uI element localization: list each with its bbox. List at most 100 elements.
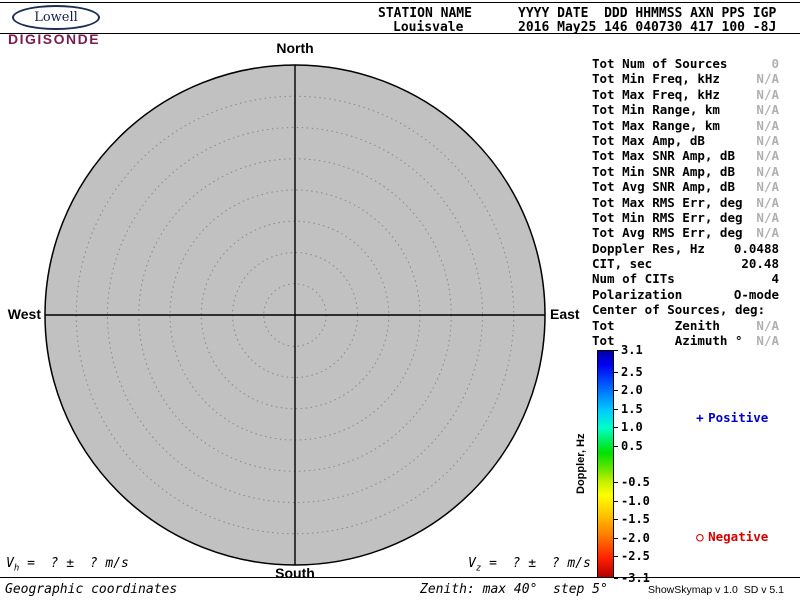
colorbar-tick: 2.5 [614,364,643,380]
colorbar-tick: 1.5 [614,401,643,417]
stat-label: Tot Zenith [592,317,720,333]
colorbar-tick: 0.5 [614,438,643,454]
north-label: North [276,40,313,56]
stat-label: Tot Avg RMS Err, deg [592,225,743,241]
colorbar-axis-title: Doppler, Hz [575,433,587,495]
lowell-logo-text: Lowell [34,10,78,25]
colorbar-tick-label: -1.5 [621,512,650,526]
stat-row: Tot Num of Sources 0 [592,56,779,71]
header-fields-value: 2016 May25 146 040730 417 100 -8J [518,20,777,35]
lowell-logo: Lowell [12,5,100,30]
zenith-range-caption: Zenith: max 40° step 5° [420,582,608,597]
stat-label: Center of Sources, deg: [592,302,766,318]
negative-doppler-legend: ○ Negative [666,514,768,559]
app-version: ShowSkymap v 1.0 SD v 5.1 [648,584,784,596]
stat-label: Tot Min Range, km [592,102,720,118]
stat-row: Tot Max Freq, kHz N/A [592,87,779,102]
stat-value: O-mode [733,286,779,302]
stat-row: Polarization O-mode [592,287,779,302]
stat-value: N/A [756,194,779,210]
vz-subscript: z [475,563,482,574]
stat-label: Tot Min RMS Err, deg [592,209,743,225]
stat-row: Tot Min RMS Err, deg N/A [592,210,779,225]
stat-label: Num of CITs [592,271,675,287]
stat-label: Tot Max Freq, kHz [592,86,720,102]
colorbar-tick-label: 2.0 [621,383,643,397]
stat-value: N/A [756,132,779,148]
east-label: East [550,306,580,322]
stat-row: Tot Avg RMS Err, deg N/A [592,225,779,240]
colorbar-tick-label: -2.0 [621,531,650,545]
colorbar-tick-label: 0.5 [621,439,643,453]
colorbar-tick: -1.0 [614,493,650,509]
stat-row: Num of CITs 4 [592,271,779,286]
colorbar-tick: 3.1 [614,342,643,358]
stat-label: Tot Min SNR Amp, dB [592,163,735,179]
stat-label: Tot Max RMS Err, deg [592,194,743,210]
colorbar-tick-label: 1.5 [621,402,643,416]
stat-row: Tot Azimuth ° N/A [592,333,779,348]
stat-value: N/A [756,317,779,333]
stat-label: Tot Max SNR Amp, dB [592,148,735,164]
top-border-line [0,2,800,3]
stat-label: Tot Max Amp, dB [592,132,705,148]
stat-value: N/A [756,209,779,225]
stat-value: N/A [756,179,779,195]
colorbar-tick: -0.5 [614,474,650,490]
colorbar-tick: -1.5 [614,511,650,527]
doppler-colorbar [597,350,614,578]
vh-subscript: h [13,563,20,574]
stat-row: Tot Avg SNR Amp, dB N/A [592,179,779,194]
colorbar-tick-label: 2.5 [621,365,643,379]
stat-row: Tot Max Range, km N/A [592,118,779,133]
stat-value: N/A [756,71,779,87]
digisonde-wordmark: DIGISONDE [8,31,101,47]
vh-readout: Vh = ? ± ? m/s [6,556,129,574]
stat-row: Tot Min SNR Amp, dB N/A [592,164,779,179]
coordinates-caption: Geographic coordinates [5,582,178,597]
stat-value: N/A [756,163,779,179]
footer-divider-line [0,577,800,578]
stat-row: Tot Max RMS Err, deg N/A [592,195,779,210]
stat-value: N/A [756,225,779,241]
stat-value: 20.48 [741,256,779,272]
stat-label: Tot Azimuth ° [592,333,743,349]
circle-marker-icon: ○ [696,529,704,544]
stat-label: Polarization [592,286,683,302]
vz-symbol: V [468,556,476,571]
negative-label: Negative [708,529,769,544]
colorbar-tick: -2.0 [614,530,650,546]
station-name-value: Louisvale [393,20,464,35]
stat-value: N/A [756,102,779,118]
stat-value: 4 [771,271,779,287]
stat-row: CIT, sec 20.48 [592,256,779,271]
colorbar-tick-label: -3.1 [621,571,650,585]
header-divider-line [0,33,800,34]
vh-symbol: V [6,556,14,571]
colorbar-tick: 2.0 [614,382,643,398]
colorbar-tick: 1.0 [614,419,643,435]
vh-value: = ? ± ? m/s [19,556,129,571]
colorbar-tick-label: -1.0 [621,494,650,508]
stat-label: Doppler Res, Hz [592,240,705,256]
positive-doppler-legend: + Positive [666,395,768,440]
stat-value: N/A [756,148,779,164]
stat-label: CIT, sec [592,256,653,272]
stat-row: Tot Min Freq, kHz N/A [592,71,779,86]
stat-row: Tot Max Amp, dB N/A [592,133,779,148]
positive-label: Positive [708,410,769,425]
colorbar-tick-label: 1.0 [621,420,643,434]
colorbar-tick: -2.5 [614,548,650,564]
stat-value: 0.0488 [733,240,779,256]
stat-value: 0 [771,56,779,71]
stat-value: N/A [756,117,779,133]
vz-value: = ? ± ? m/s [481,556,591,571]
west-label: West [8,306,42,322]
stat-value: N/A [756,333,779,349]
stats-panel: Tot Num of Sources 0 Tot Min Freq, kHz N/A… [592,56,779,348]
stat-row: Tot Min Range, km N/A [592,102,779,117]
stat-row: Tot Max SNR Amp, dB N/A [592,148,779,163]
stat-label: Tot Num of Sources [592,56,728,71]
vz-readout: Vz = ? ± ? m/s [468,556,591,574]
